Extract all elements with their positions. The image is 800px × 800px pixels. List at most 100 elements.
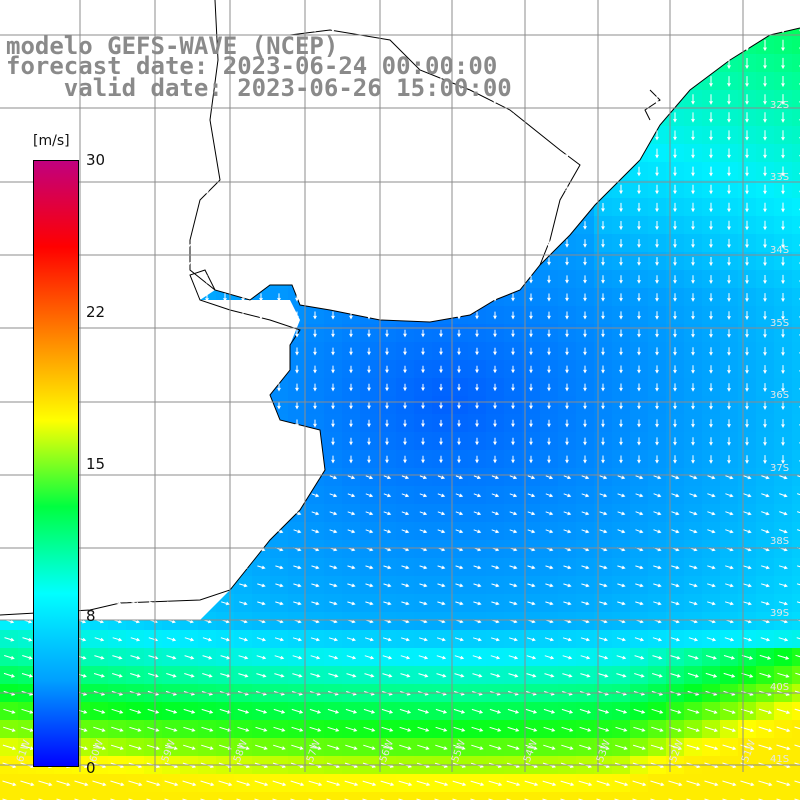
wind-arrow	[637, 112, 641, 123]
wind-cell	[648, 792, 667, 800]
wind-arrow	[202, 673, 213, 678]
wind-arrow	[745, 329, 749, 338]
wind-cell	[792, 198, 800, 217]
wind-arrow	[743, 529, 752, 534]
wind-arrow	[455, 583, 464, 588]
wind-arrow	[527, 511, 536, 516]
wind-arrow	[25, 130, 29, 141]
wind-arrow	[565, 221, 569, 230]
wind-arrow	[313, 40, 317, 51]
wind-arrow	[130, 565, 140, 570]
wind-arrow	[403, 40, 407, 51]
wind-arrow	[673, 3, 677, 16]
wind-arrow	[403, 4, 407, 15]
wind-arrow	[327, 744, 340, 750]
wind-arrow	[223, 455, 227, 464]
wind-arrow	[491, 529, 500, 534]
wind-arrow	[617, 565, 626, 570]
wind-arrow	[133, 365, 137, 374]
wind-arrow	[277, 275, 281, 284]
wind-arrow	[416, 780, 431, 786]
wind-arrow	[7, 418, 11, 429]
wind-arrow	[651, 708, 664, 714]
wind-arrow	[705, 655, 717, 660]
wind-arrow	[691, 293, 695, 302]
wind-arrow	[704, 744, 719, 750]
wind-arrow	[22, 529, 32, 534]
wind-cell	[684, 792, 703, 800]
wind-arrow	[527, 601, 536, 606]
latitude-label: 40S	[770, 682, 790, 693]
wind-arrow	[187, 365, 191, 374]
wind-cell	[252, 792, 271, 800]
wind-arrow	[221, 529, 230, 534]
wind-arrow	[509, 493, 518, 498]
wind-arrow	[185, 511, 194, 516]
wind-arrow	[709, 148, 713, 159]
wind-arrow	[601, 275, 605, 284]
wind-arrow	[61, 112, 65, 123]
wind-arrow	[313, 239, 317, 248]
wind-arrow	[511, 149, 515, 158]
wind-arrow	[385, 40, 389, 51]
wind-arrow	[223, 329, 227, 338]
wind-arrow	[671, 493, 680, 498]
wind-arrow	[403, 113, 407, 123]
wind-arrow	[187, 419, 191, 428]
wind-arrow	[493, 275, 497, 284]
wind-arrow	[421, 221, 425, 230]
wind-arrow	[7, 40, 11, 51]
wind-arrow	[133, 437, 137, 446]
wind-arrow	[745, 455, 749, 464]
wind-arrow	[745, 166, 749, 177]
wind-arrow	[691, 311, 695, 320]
wind-arrow	[259, 347, 263, 356]
wind-arrow	[313, 22, 317, 33]
wind-arrow	[95, 475, 104, 480]
wind-arrow	[493, 4, 497, 15]
wind-arrow	[581, 529, 590, 534]
wind-arrow	[707, 529, 716, 534]
wind-arrow	[241, 22, 245, 33]
wind-arrow	[43, 4, 47, 15]
wind-arrow	[473, 475, 482, 480]
wind-cell	[378, 792, 397, 800]
wind-arrow	[583, 347, 587, 356]
wind-arrow	[583, 167, 587, 176]
wind-arrow	[435, 744, 448, 750]
wind-arrow	[671, 583, 680, 588]
wind-cell	[792, 360, 800, 379]
wind-arrow	[709, 220, 713, 231]
wind-arrow	[655, 221, 659, 231]
wind-arrow	[345, 708, 358, 714]
wind-arrow	[529, 58, 533, 69]
wind-arrow	[223, 347, 227, 356]
wind-arrow	[349, 76, 353, 87]
wind-arrow	[293, 601, 302, 606]
wind-arrow	[583, 311, 587, 320]
wind-arrow	[385, 4, 389, 15]
wind-arrow	[691, 347, 695, 356]
wind-arrow	[547, 347, 551, 356]
wind-arrow	[97, 311, 101, 321]
wind-arrow	[169, 203, 173, 213]
wind-arrow	[581, 475, 590, 480]
wind-arrow	[367, 131, 371, 141]
wind-arrow	[403, 419, 407, 428]
wind-arrow	[349, 203, 353, 212]
wind-arrow	[457, 4, 461, 15]
wind-arrow	[562, 637, 573, 642]
wind-arrow	[727, 39, 731, 52]
wind-arrow	[673, 220, 677, 231]
wind-arrow	[509, 565, 518, 570]
wind-arrow	[331, 311, 335, 320]
wind-arrow	[329, 601, 338, 606]
wind-arrow	[781, 76, 785, 88]
wind-arrow	[295, 383, 299, 392]
wind-arrow	[491, 493, 500, 498]
wind-arrow	[403, 401, 407, 410]
wind-arrow	[471, 726, 484, 732]
wind-arrow	[709, 21, 713, 34]
wind-arrow	[725, 493, 734, 498]
wind-cell	[792, 702, 800, 721]
